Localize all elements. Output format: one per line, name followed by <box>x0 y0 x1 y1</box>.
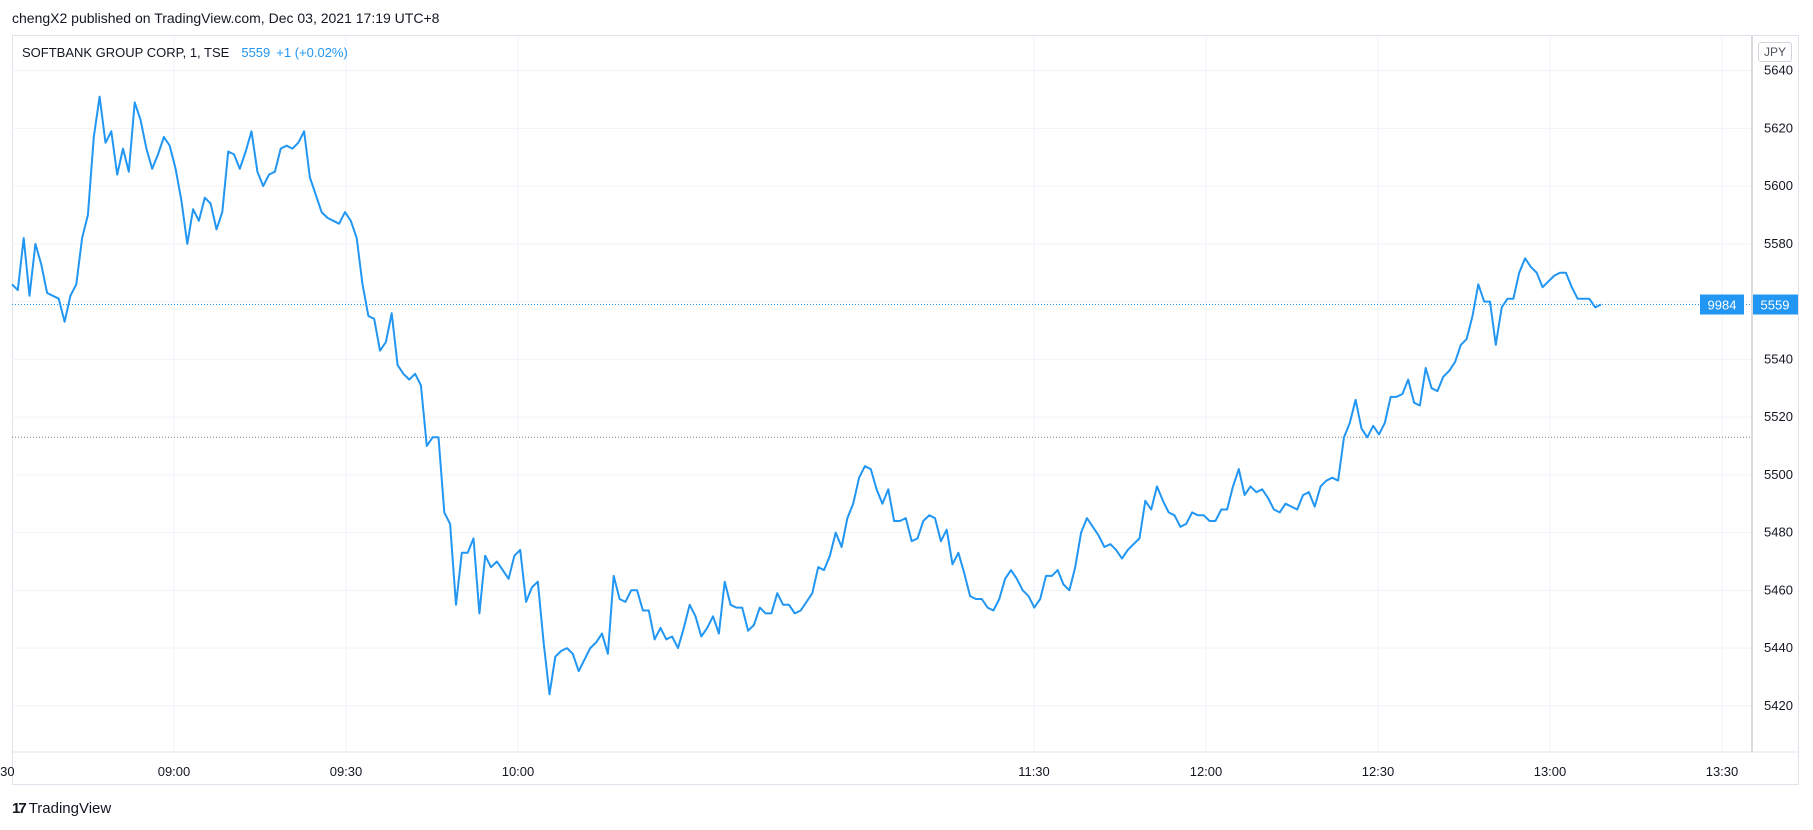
tradingview-logo-icon: 17 <box>12 800 27 817</box>
y-tick-label: 5520 <box>1764 409 1793 424</box>
price-series-line[interactable] <box>11 95 1602 696</box>
legend-symbol: SOFTBANK GROUP CORP, 1, TSE <box>22 45 230 60</box>
legend-last-price: 5559 <box>241 45 271 60</box>
last-price-tag <box>1753 294 1798 315</box>
x-tick-label: 12:00 <box>1190 764 1223 779</box>
x-tick-label: 12:30 <box>1362 764 1395 779</box>
y-tick-label: 5600 <box>1764 178 1793 193</box>
x-tick-label: 13:30 <box>1706 764 1739 779</box>
countdown-tag-text: 9984 <box>1708 298 1737 313</box>
currency-button[interactable]: JPY <box>1758 42 1793 62</box>
y-tick-label: 5540 <box>1764 351 1793 366</box>
y-tick-label: 5580 <box>1764 236 1793 251</box>
y-tick-label: 5460 <box>1764 582 1793 597</box>
symbol-legend[interactable]: SOFTBANK GROUP CORP, 1, TSE 5559 +1 (+0.… <box>22 45 348 60</box>
y-tick-label: 5640 <box>1764 63 1793 78</box>
last-price-tag-text: 5559 <box>1761 298 1790 313</box>
x-tick-label: 11:30 <box>1018 764 1050 779</box>
x-tick-label: 10:00 <box>502 764 535 779</box>
y-axis[interactable]: 5420544054605480550055205540556055805600… <box>1764 63 1793 713</box>
price-tags: 9984 5559 <box>1700 294 1798 315</box>
chart-frame <box>12 35 1799 785</box>
grid <box>12 36 1752 752</box>
y-tick-label: 5500 <box>1764 467 1793 482</box>
x-tick-label: 09:00 <box>158 764 191 779</box>
y-tick-label: 5440 <box>1764 640 1793 655</box>
x-tick-label: 8:30 <box>0 764 15 779</box>
legend-change: +1 (+0.02%) <box>276 45 348 60</box>
tradingview-logo[interactable]: 17 TradingView <box>12 800 111 817</box>
publisher-line: chengX2 published on TradingView.com, De… <box>12 10 440 26</box>
y-tick-label: 5620 <box>1764 120 1793 135</box>
reference-lines <box>12 304 1752 438</box>
y-tick-label: 5480 <box>1764 525 1793 540</box>
tradingview-brand-text: TradingView <box>28 800 112 817</box>
x-tick-label: 09:30 <box>330 764 363 779</box>
x-tick-label: 13:00 <box>1534 764 1567 779</box>
y-tick-label: 5420 <box>1764 698 1793 713</box>
countdown-tag <box>1700 294 1744 315</box>
x-axis[interactable]: 8:30 09:00 09:30 10:00 11:30 12:00 12:30 13:00 1… <box>0 764 1813 779</box>
